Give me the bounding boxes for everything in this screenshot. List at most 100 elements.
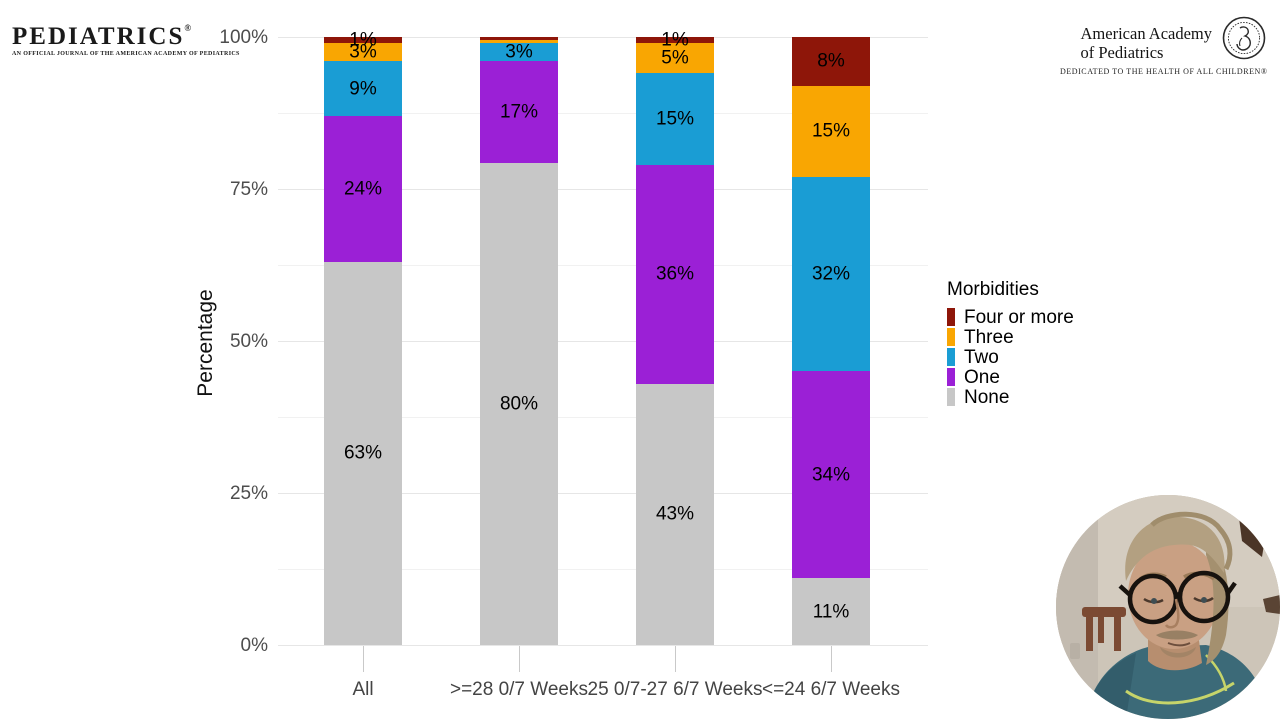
legend-swatch xyxy=(947,328,955,346)
legend-item: Four or more xyxy=(947,307,1074,327)
pediatrics-logo-text: PEDIATRICS xyxy=(12,23,185,50)
legend-swatch xyxy=(947,348,955,366)
legend-item-label: Four or more xyxy=(964,306,1074,328)
legend-title: Morbidities xyxy=(947,279,1039,300)
aap-logo: American Academy of Pediatrics DEDICATED… xyxy=(1060,16,1268,76)
major-gridline xyxy=(278,493,928,494)
bar-segment-label: 15% xyxy=(655,108,695,130)
pediatrics-logo: PEDIATRICS® AN OFFICIAL JOURNAL OF THE A… xyxy=(12,23,240,58)
pediatrics-logo-title: PEDIATRICS® xyxy=(12,23,240,50)
plot-area: 1% 3% 9% 24% 63% 3% 17% 80% 1% 5% 15% 36% 43% 8% 15% 32… xyxy=(278,31,928,646)
stacked-bar: 3% 17% 80% xyxy=(480,37,558,645)
bar-segment: 9% xyxy=(324,61,402,117)
bar-segment: 32% xyxy=(792,176,870,372)
pediatrics-logo-subtitle: AN OFFICIAL JOURNAL OF THE AMERICAN ACAD… xyxy=(12,51,240,57)
registered-mark: ® xyxy=(184,23,192,33)
bar-segment: 1% xyxy=(636,31,714,50)
major-gridline xyxy=(278,341,928,342)
legend-item: One xyxy=(947,367,1074,387)
y-tick-label: 0% xyxy=(240,635,268,656)
y-tick-label: 75% xyxy=(229,179,268,200)
legend-item-label: Two xyxy=(964,346,999,368)
x-tick-label: <=24 6/7 Weeks xyxy=(761,679,901,700)
bar-segment-label: 3% xyxy=(505,41,533,63)
x-tick-label: >=28 0/7 Weeks xyxy=(449,679,589,700)
chart-legend: Morbidities Four or more Three Two One None xyxy=(947,280,1074,407)
bar-segment-label: 32% xyxy=(811,263,851,285)
chair-shape xyxy=(1082,607,1126,651)
bar-segment: 15% xyxy=(792,85,870,177)
bar-segment: 3% xyxy=(480,41,558,63)
bar-segment-label: 80% xyxy=(499,393,539,415)
bar-segment-label: 36% xyxy=(655,263,695,285)
bar-segment: 43% xyxy=(636,383,714,645)
x-axis-tick xyxy=(675,646,676,672)
bar-segment-label: 17% xyxy=(499,101,539,123)
minor-gridline xyxy=(278,265,928,266)
bar-segment: 24% xyxy=(324,116,402,262)
y-tick-label: 25% xyxy=(229,483,268,504)
legend-item: None xyxy=(947,387,1074,407)
minor-gridline xyxy=(278,569,928,570)
bar-segment: 11% xyxy=(792,578,870,645)
presenter-webcam xyxy=(1056,495,1280,719)
x-tick-label: 25 0/7-27 6/7 Weeks xyxy=(587,679,763,700)
legend-swatch xyxy=(947,308,955,326)
bar-segment-label: 15% xyxy=(811,120,851,142)
bar-segment-label: 9% xyxy=(349,78,377,100)
x-axis-tick xyxy=(519,646,520,672)
legend-item: Two xyxy=(947,347,1074,367)
x-axis-tick xyxy=(363,646,364,672)
legend-items: Four or more Three Two One None xyxy=(947,307,1074,407)
bar-segment: 80% xyxy=(480,163,558,645)
legend-item-label: None xyxy=(964,386,1010,408)
bar-segment-label: 11% xyxy=(812,601,850,623)
bar-segment-label: 63% xyxy=(343,442,383,464)
major-gridline xyxy=(278,189,928,190)
y-tick-label: 100% xyxy=(219,27,268,48)
stacked-bar: 8% 15% 32% 34% 11% xyxy=(792,37,870,645)
x-axis-tick xyxy=(831,646,832,672)
bar-segment xyxy=(480,37,558,40)
legend-swatch xyxy=(947,368,955,386)
minor-gridline xyxy=(278,417,928,418)
bar-segment-label: 3% xyxy=(349,41,377,63)
bar-segment: 8% xyxy=(792,37,870,86)
legend-swatch xyxy=(947,388,955,406)
bar-segment: 5% xyxy=(636,43,714,74)
aap-name-line2: of Pediatrics xyxy=(1080,42,1164,62)
bar-segment: 3% xyxy=(324,41,402,63)
bar-segment-label: 1% xyxy=(661,29,689,51)
major-gridline xyxy=(278,645,928,646)
bar-segment: 36% xyxy=(636,164,714,384)
legend-item: Three xyxy=(947,327,1074,347)
stacked-bar: 1% 5% 15% 36% 43% xyxy=(636,31,714,645)
legend-item-label: Three xyxy=(964,326,1014,348)
bar-segment: 63% xyxy=(324,261,402,645)
bar-segment-label: 24% xyxy=(343,178,383,200)
bar-segment xyxy=(480,40,558,43)
y-tick-label: 50% xyxy=(229,331,268,352)
x-tick-label: All xyxy=(352,679,374,700)
legend-item-label: One xyxy=(964,366,1000,388)
stacked-bar: 1% 3% 9% 24% 63% xyxy=(324,31,402,645)
minor-gridline xyxy=(278,113,928,114)
bar-segment-label: 34% xyxy=(811,464,851,486)
bar-segment-label: 5% xyxy=(661,47,689,69)
hair-shape xyxy=(1125,516,1225,581)
bar-segment-label: 8% xyxy=(817,50,845,72)
bar-segment: 34% xyxy=(792,371,870,579)
major-gridline xyxy=(278,37,928,38)
aap-seal-icon xyxy=(1222,16,1266,60)
presenter-illustration xyxy=(1056,495,1280,719)
bar-segment: 17% xyxy=(480,61,558,164)
bar-segment: 15% xyxy=(636,73,714,165)
aap-name-line1: American Academy xyxy=(1080,24,1212,43)
bar-segment-label: 1% xyxy=(349,29,377,51)
aap-logo-name: American Academy of Pediatrics xyxy=(1080,24,1212,63)
bar-segment-label: 43% xyxy=(655,503,695,525)
bar-segment: 1% xyxy=(324,31,402,50)
aap-tagline: DEDICATED TO THE HEALTH OF ALL CHILDREN® xyxy=(1060,66,1268,76)
